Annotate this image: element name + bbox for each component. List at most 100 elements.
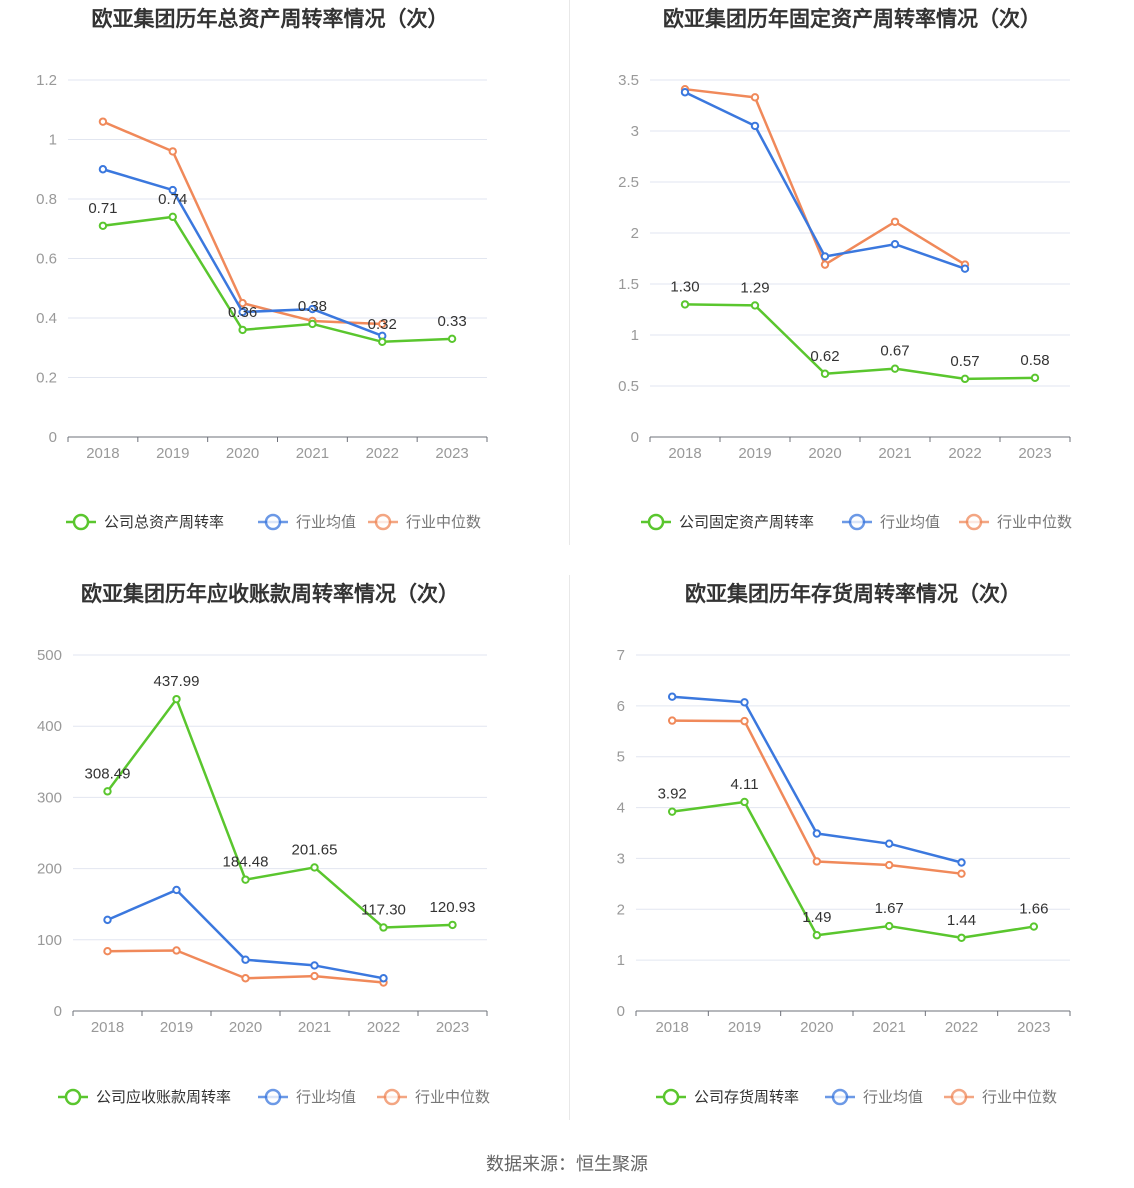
x-tick-label: 2021 xyxy=(296,445,329,462)
data-point xyxy=(172,694,181,704)
legend-label: 行业均值 xyxy=(863,1088,923,1106)
data-point xyxy=(379,974,388,983)
data-point xyxy=(667,807,677,816)
data-point xyxy=(680,88,690,97)
data-point xyxy=(308,304,317,314)
chart-inventory-turnover: 欧亚集团历年存货周转率情况（次） 0 1 2 3 4 5 6 7 2018 2019 2020 2021… xyxy=(617,582,1071,1106)
data-point xyxy=(667,692,677,701)
legend-marker xyxy=(848,513,866,531)
data-point xyxy=(98,117,108,126)
chart-panel-receivables: 欧亚集团历年应收账款周转率情况（次） 0 100 200 300 400 500 2018 20… xyxy=(0,575,567,1150)
data-point xyxy=(680,300,690,309)
legend-marker xyxy=(950,1088,968,1106)
data-label: 1.30 xyxy=(670,278,699,295)
legend-label: 行业中位数 xyxy=(406,513,481,531)
y-tick-label: 100 xyxy=(37,932,62,949)
x-tick-label: 2023 xyxy=(435,445,468,462)
legend-marker xyxy=(647,513,665,531)
y-tick-label: 0 xyxy=(617,1003,625,1020)
x-tick-label: 2022 xyxy=(366,445,399,462)
chart-panel-inventory: 欧亚集团历年存货周转率情况（次） 0 1 2 3 4 5 6 7 2018 2019 2020 2021… xyxy=(567,575,1134,1150)
series-line xyxy=(102,215,453,344)
y-tick-label: 0.6 xyxy=(36,251,57,268)
legend-label: 公司固定资产周转率 xyxy=(679,513,814,531)
chart-title: 欧亚集团历年固定资产周转率情况（次） xyxy=(663,7,1041,31)
legend-label: 行业均值 xyxy=(296,513,356,531)
series-line xyxy=(684,303,1036,381)
data-label: 1.44 xyxy=(947,912,976,929)
legend-marker xyxy=(264,1088,282,1106)
data-label: 4.11 xyxy=(730,776,758,793)
x-tick-label: 2018 xyxy=(668,445,701,462)
series-line xyxy=(672,800,1035,940)
x-tick-label: 2018 xyxy=(655,1019,688,1036)
data-label: 184.48 xyxy=(223,854,269,871)
data-point xyxy=(378,337,387,346)
y-tick-label: 3 xyxy=(631,123,639,140)
legend-label: 公司总资产周转率 xyxy=(104,513,224,531)
x-tick-label: 2019 xyxy=(738,445,771,462)
data-point xyxy=(103,787,112,796)
divider-top xyxy=(569,0,570,545)
x-tick-label: 2021 xyxy=(298,1019,331,1036)
data-point xyxy=(890,240,900,249)
x-tick-label: 2022 xyxy=(948,445,981,462)
x-tick-label: 2022 xyxy=(945,1019,978,1036)
data-point xyxy=(820,260,830,269)
data-point xyxy=(98,165,108,174)
y-tick-label: 3.5 xyxy=(618,72,639,89)
y-tick-label: 7 xyxy=(617,647,625,664)
data-point xyxy=(103,915,112,925)
y-tick-label: 2.5 xyxy=(618,174,639,191)
data-point xyxy=(378,319,387,329)
y-tick-label: 2 xyxy=(631,225,639,242)
data-label: 120.93 xyxy=(430,899,476,916)
y-tick-label: 1.2 xyxy=(36,72,57,89)
data-point xyxy=(310,961,319,970)
legend-marker xyxy=(72,513,90,531)
data-point xyxy=(667,716,677,725)
y-tick-label: 0.5 xyxy=(618,378,639,395)
data-point xyxy=(238,298,247,308)
data-point xyxy=(98,221,108,230)
data-point xyxy=(957,858,966,867)
x-tick-label: 2018 xyxy=(86,445,119,462)
data-label: 308.49 xyxy=(85,765,131,782)
data-label: 0.58 xyxy=(1020,352,1049,369)
data-point xyxy=(168,212,177,222)
data-point xyxy=(890,217,900,226)
data-point xyxy=(448,920,457,930)
chart-panel-fixed-assets: 欧亚集团历年固定资产周转率情况（次） 0 0.5 1 1.5 2 2.5 3 3.5 2018 20… xyxy=(567,0,1134,575)
data-label: 1.49 xyxy=(802,909,831,926)
data-point xyxy=(238,307,247,317)
data-label: 0.62 xyxy=(810,348,839,365)
data-point xyxy=(750,93,760,102)
x-tick-label: 2023 xyxy=(1018,445,1051,462)
y-tick-label: 1.5 xyxy=(618,276,639,293)
x-tick-label: 2020 xyxy=(229,1019,262,1036)
data-point xyxy=(1030,373,1040,383)
data-point xyxy=(740,698,749,707)
series-line xyxy=(102,120,383,326)
divider-bottom xyxy=(569,575,570,1120)
x-tick-label: 2021 xyxy=(872,1019,905,1036)
data-label: 0.71 xyxy=(88,200,117,217)
data-point xyxy=(447,334,457,344)
legend-marker xyxy=(965,513,983,531)
data-point xyxy=(241,955,250,964)
y-tick-label: 3 xyxy=(617,850,625,867)
x-tick-label: 2018 xyxy=(91,1019,124,1036)
data-point xyxy=(820,252,830,261)
data-label: 0.32 xyxy=(368,316,397,333)
data-label: 0.38 xyxy=(298,298,327,315)
y-tick-label: 1 xyxy=(617,952,625,969)
legend-label: 公司存货周转率 xyxy=(694,1088,799,1106)
x-tick-label: 2023 xyxy=(1017,1019,1050,1036)
data-label: 0.33 xyxy=(437,313,466,330)
x-tick-label: 2019 xyxy=(728,1019,761,1036)
data-label: 117.30 xyxy=(361,901,406,918)
data-point xyxy=(957,869,966,878)
series-line xyxy=(106,697,453,929)
data-point xyxy=(168,185,177,195)
x-tick-label: 2023 xyxy=(436,1019,469,1036)
